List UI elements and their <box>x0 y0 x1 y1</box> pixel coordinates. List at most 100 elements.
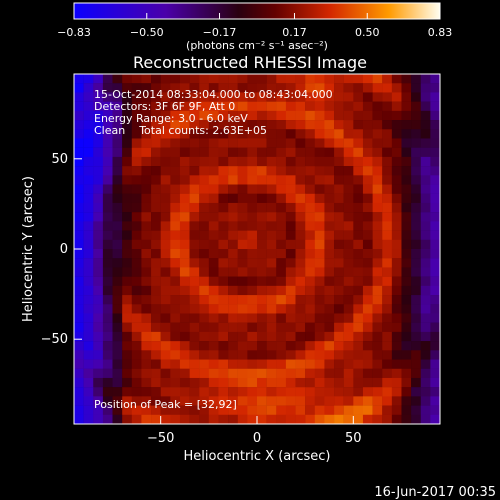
heatmap-cell <box>257 156 267 167</box>
x-tick-label: 0 <box>253 431 261 446</box>
heatmap-cell <box>372 147 383 158</box>
heatmap-cell <box>362 184 373 194</box>
heatmap-cell <box>324 359 335 369</box>
heatmap-cell <box>131 202 142 213</box>
heatmap-cell <box>83 110 94 121</box>
heatmap-cell <box>228 258 238 268</box>
heatmap-cell <box>247 258 258 268</box>
heatmap-cell <box>391 74 402 84</box>
heatmap-cell <box>266 387 277 397</box>
heatmap-cell <box>102 74 113 84</box>
heatmap-cell <box>189 313 200 323</box>
heatmap-cell <box>151 258 161 268</box>
heatmap-cell <box>391 166 402 176</box>
heatmap-cell <box>382 387 393 397</box>
heatmap-cell <box>276 258 287 268</box>
heatmap-cell <box>112 322 123 333</box>
heatmap-cell <box>228 101 238 112</box>
heatmap-cell <box>208 166 219 176</box>
heatmap-cell <box>401 396 412 406</box>
heatmap-cell <box>170 295 181 305</box>
heatmap-cell <box>102 193 113 204</box>
heatmap-cell <box>247 249 258 259</box>
heatmap-cell <box>382 92 393 102</box>
heatmap-cell <box>276 221 287 231</box>
heatmap-cell <box>266 175 277 185</box>
heatmap-cell <box>430 414 441 425</box>
heatmap-cell <box>401 295 412 305</box>
heatmap-cell <box>74 138 84 148</box>
heatmap-cell <box>74 249 84 259</box>
heatmap-cell <box>305 83 315 93</box>
heatmap-cell <box>343 267 354 277</box>
heatmap-cell <box>391 304 402 314</box>
heatmap-cell <box>257 239 267 250</box>
heatmap-cell <box>266 368 277 379</box>
heatmap-cell <box>334 249 344 259</box>
y-tick-label: 50 <box>51 152 68 167</box>
heatmap-cell <box>343 249 354 259</box>
heatmap-cell <box>295 74 306 84</box>
heatmap-cell <box>372 101 383 112</box>
heatmap-cell <box>295 331 306 342</box>
heatmap-cell <box>102 368 113 379</box>
heatmap-cell <box>420 350 431 360</box>
heatmap-cell <box>199 341 210 351</box>
heatmap-cell <box>131 138 142 148</box>
heatmap-cell <box>391 313 402 323</box>
heatmap-cell <box>353 101 364 112</box>
heatmap-cell <box>189 359 200 369</box>
heatmap-cell <box>353 295 364 305</box>
heatmap-cell <box>237 212 248 222</box>
heatmap-cell <box>362 175 373 185</box>
heatmap-cell <box>305 304 315 314</box>
heatmap-cell <box>170 221 181 231</box>
heatmap-cell <box>179 405 190 415</box>
heatmap-cell <box>199 258 210 268</box>
heatmap-cell <box>122 405 132 415</box>
heatmap-cell <box>305 276 315 287</box>
heatmap-cell <box>420 110 431 121</box>
heatmap-cell <box>131 331 142 342</box>
heatmap-cell <box>93 120 104 130</box>
heatmap-cell <box>276 295 287 305</box>
heatmap-cell <box>112 267 123 277</box>
heatmap-cell <box>285 331 296 342</box>
heatmap-cell <box>160 368 171 379</box>
heatmap-cell <box>295 258 306 268</box>
heatmap-cell <box>401 212 412 222</box>
heatmap-cell <box>411 239 421 250</box>
heatmap-cell <box>372 129 383 139</box>
heatmap-cell <box>93 341 104 351</box>
heatmap-cell <box>93 92 104 102</box>
heatmap-cell <box>93 331 104 342</box>
heatmap-cell <box>179 258 190 268</box>
heatmap-cell <box>382 74 393 84</box>
heatmap-cell <box>208 387 219 397</box>
heatmap-cell <box>112 285 123 296</box>
heatmap-cell <box>131 414 142 425</box>
heatmap-cell <box>122 350 132 360</box>
heatmap-cell <box>305 331 315 342</box>
heatmap-cell <box>102 110 113 121</box>
heatmap-cell <box>179 331 190 342</box>
heatmap-cell <box>391 120 402 130</box>
heatmap-cell <box>343 377 354 388</box>
heatmap-cell <box>372 110 383 121</box>
heatmap-cell <box>93 350 104 360</box>
heatmap-cell <box>83 313 94 323</box>
heatmap-cell <box>218 387 229 397</box>
heatmap-cell <box>151 295 161 305</box>
heatmap-cell <box>334 267 344 277</box>
heatmap-cell <box>430 276 441 287</box>
heatmap-cell <box>131 313 142 323</box>
heatmap-cell <box>420 276 431 287</box>
heatmap-cell <box>74 322 84 333</box>
heatmap-cell <box>314 120 325 130</box>
heatmap-cell <box>353 304 364 314</box>
heatmap-cell <box>420 175 431 185</box>
heatmap-cell <box>160 120 171 130</box>
heatmap-cell <box>314 147 325 158</box>
x-axis: −50 0 50 <box>147 416 362 446</box>
heatmap-cell <box>430 221 441 231</box>
